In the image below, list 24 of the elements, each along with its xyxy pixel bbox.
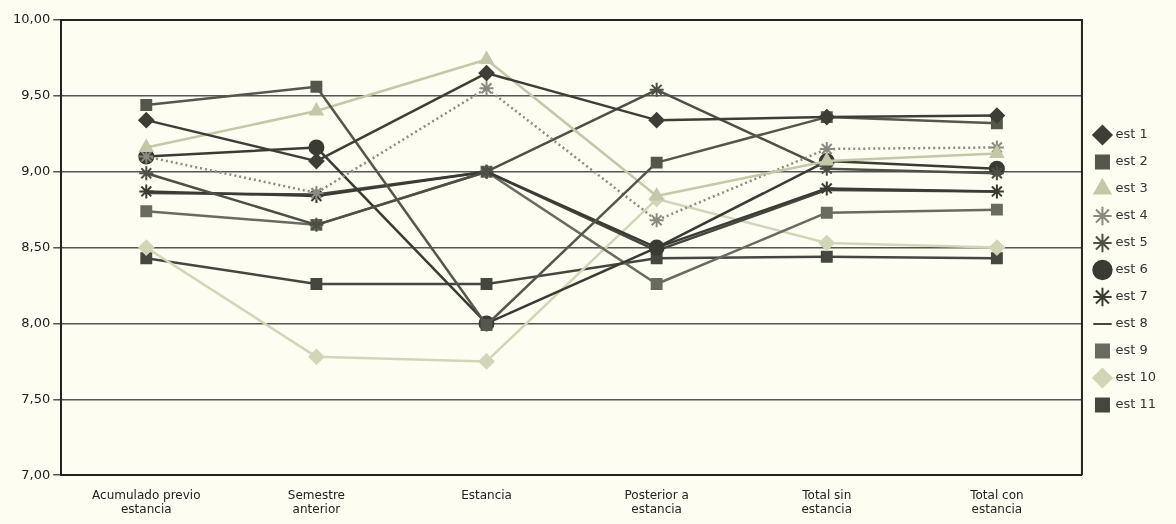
x-tick-label: Total sin estancia — [801, 487, 853, 516]
x-tick-label: Estancia — [461, 487, 512, 502]
y-tick-label: 7,00 — [21, 466, 51, 482]
legend-label: est 11 — [1115, 396, 1156, 412]
legend-label: est 7 — [1115, 288, 1148, 304]
y-tick-label: 8,50 — [21, 238, 51, 254]
y-tick-label: 8,00 — [21, 314, 51, 330]
legend-label: est 8 — [1115, 315, 1148, 331]
legend-label: est 4 — [1115, 207, 1148, 223]
y-tick-label: 10,00 — [13, 11, 51, 27]
legend-label: est 2 — [1115, 153, 1148, 169]
x-tick-label: Total con estancia — [969, 487, 1024, 516]
legend-label: est 9 — [1115, 342, 1148, 358]
legend-label: est 3 — [1115, 180, 1148, 196]
y-tick-label: 9,50 — [21, 87, 51, 103]
x-tick-label: Posterior a estancia — [624, 487, 689, 516]
legend-label: est 1 — [1115, 126, 1148, 142]
y-tick-label: 9,00 — [21, 163, 51, 179]
y-tick-label: 7,50 — [21, 390, 51, 406]
x-tick-label: Acumulado previo estancia — [92, 487, 201, 516]
x-tick-label: Semestre anterior — [287, 487, 345, 516]
legend-label: est 6 — [1115, 261, 1148, 277]
legend-label: est 10 — [1115, 369, 1156, 385]
legend-label: est 5 — [1115, 234, 1148, 250]
